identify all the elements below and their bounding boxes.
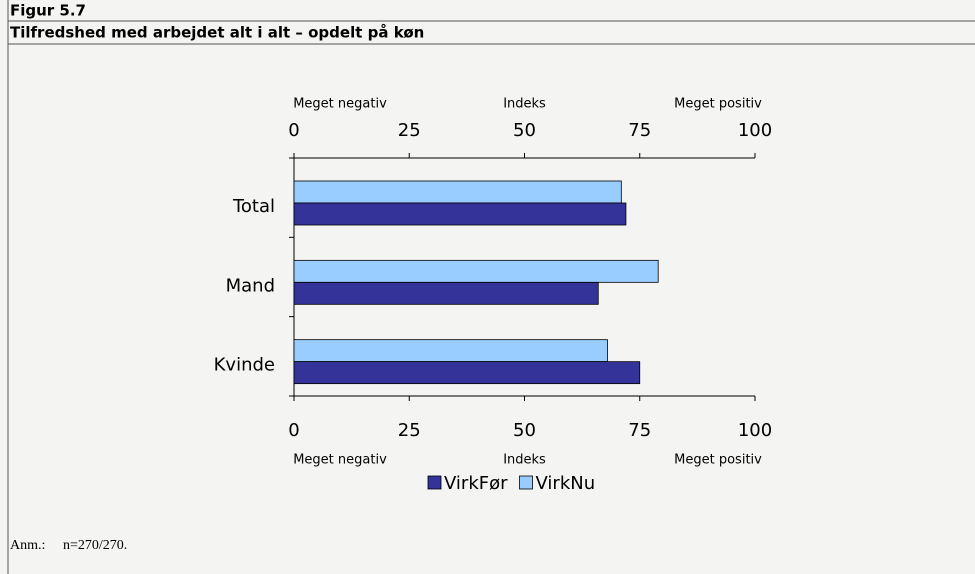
axis-label: Meget positiv bbox=[674, 453, 762, 468]
axis-label: Meget negativ bbox=[293, 97, 387, 112]
y-tick-label: Total bbox=[232, 196, 275, 217]
x-tick-label: 25 bbox=[398, 120, 421, 141]
axis-label: Meget positiv bbox=[674, 97, 762, 112]
axis-label: Meget negativ bbox=[293, 453, 387, 468]
note-label: Anm.: bbox=[10, 538, 45, 553]
legend-label: VirkNu bbox=[536, 473, 596, 494]
x-tick-label: 75 bbox=[628, 420, 651, 441]
bar bbox=[293, 259, 659, 283]
x-tick-label: 50 bbox=[513, 120, 536, 141]
x-tick-label: 0 bbox=[288, 120, 299, 141]
legend-swatch bbox=[519, 475, 533, 490]
legend-swatch bbox=[427, 475, 442, 490]
bar bbox=[293, 281, 599, 305]
x-tick-label: 25 bbox=[398, 420, 421, 441]
chart-title: Tilfredshed med arbejdet alt i alt – opd… bbox=[10, 24, 424, 42]
axis-label: Indeks bbox=[503, 453, 546, 468]
x-tick-label: 100 bbox=[738, 120, 772, 141]
bar bbox=[293, 339, 608, 363]
y-tick-label: Kvinde bbox=[214, 355, 275, 376]
bar bbox=[293, 361, 641, 385]
x-tick-label: 50 bbox=[513, 420, 536, 441]
axis-label: Indeks bbox=[503, 97, 546, 112]
bar bbox=[293, 202, 627, 226]
y-tick-label: Mand bbox=[226, 275, 275, 296]
bar bbox=[293, 180, 622, 204]
x-tick-label: 100 bbox=[738, 420, 772, 441]
note-text: n=270/270. bbox=[63, 538, 127, 553]
x-tick-label: 0 bbox=[288, 420, 299, 441]
legend-label: VirkFør bbox=[444, 473, 508, 494]
x-tick-label: 75 bbox=[628, 120, 651, 141]
figure-label: Figur 5.7 bbox=[10, 2, 86, 20]
